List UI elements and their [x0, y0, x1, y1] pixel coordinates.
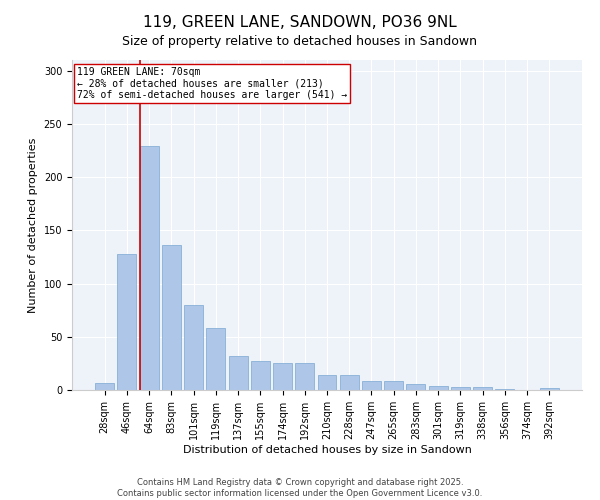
- Bar: [140, 146, 158, 390]
- X-axis label: Distribution of detached houses by size in Sandown: Distribution of detached houses by size …: [182, 444, 472, 454]
- Bar: [496, 389, 514, 390]
- Bar: [429, 386, 448, 390]
- Bar: [184, 305, 203, 390]
- Bar: [162, 245, 181, 390]
- Text: 119, GREEN LANE, SANDOWN, PO36 9NL: 119, GREEN LANE, SANDOWN, PO36 9NL: [143, 15, 457, 30]
- Bar: [273, 364, 292, 390]
- Bar: [340, 375, 359, 390]
- Bar: [229, 356, 248, 390]
- Bar: [95, 382, 114, 390]
- Bar: [384, 382, 403, 390]
- Bar: [362, 382, 381, 390]
- Bar: [295, 364, 314, 390]
- Text: Size of property relative to detached houses in Sandown: Size of property relative to detached ho…: [122, 35, 478, 48]
- Text: 119 GREEN LANE: 70sqm
← 28% of detached houses are smaller (213)
72% of semi-det: 119 GREEN LANE: 70sqm ← 28% of detached …: [77, 66, 347, 100]
- Y-axis label: Number of detached properties: Number of detached properties: [28, 138, 38, 312]
- Text: Contains HM Land Registry data © Crown copyright and database right 2025.
Contai: Contains HM Land Registry data © Crown c…: [118, 478, 482, 498]
- Bar: [118, 254, 136, 390]
- Bar: [540, 388, 559, 390]
- Bar: [251, 362, 270, 390]
- Bar: [406, 384, 425, 390]
- Bar: [317, 375, 337, 390]
- Bar: [206, 328, 225, 390]
- Bar: [451, 387, 470, 390]
- Bar: [473, 387, 492, 390]
